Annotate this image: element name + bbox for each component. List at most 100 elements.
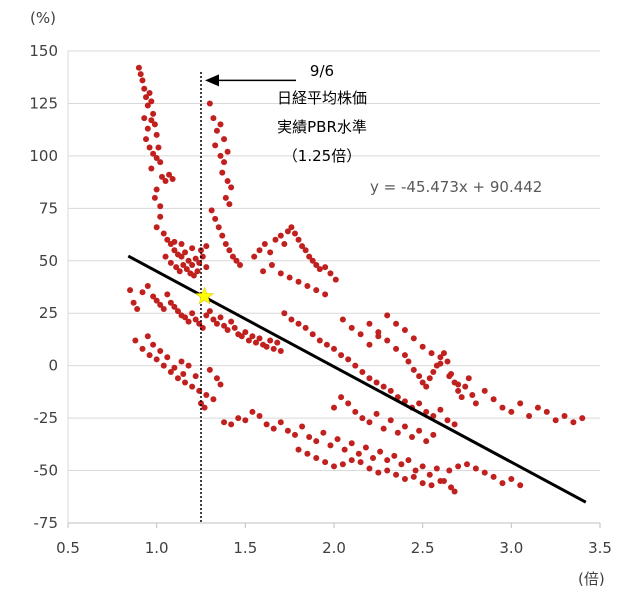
highlight-star [195, 286, 214, 305]
data-point [182, 379, 189, 386]
data-point [341, 446, 348, 453]
data-point [410, 366, 417, 373]
data-point [295, 236, 302, 243]
x-tick-label: 3.0 [499, 539, 523, 557]
data-point [430, 431, 437, 438]
data-point [139, 289, 146, 296]
data-point [162, 253, 169, 260]
data-point [499, 404, 506, 411]
data-point [331, 463, 337, 470]
data-point [180, 371, 187, 378]
y-tick-label: 75 [39, 199, 58, 217]
data-point [153, 224, 160, 231]
data-point [185, 362, 192, 369]
data-point [458, 394, 465, 401]
data-point [357, 331, 364, 338]
data-point [430, 413, 437, 420]
data-point [178, 253, 185, 260]
data-point [366, 419, 373, 426]
data-point [552, 417, 559, 424]
data-point [451, 421, 458, 428]
data-point [221, 159, 228, 166]
data-point [162, 178, 169, 185]
data-point [224, 148, 231, 155]
data-point [423, 408, 430, 415]
data-point [295, 320, 302, 327]
data-point [256, 247, 263, 254]
data-point [299, 243, 306, 250]
data-point [135, 64, 142, 71]
data-point [176, 268, 183, 275]
annotation-arrow-head [205, 74, 219, 87]
data-point [206, 308, 213, 315]
data-point [373, 379, 380, 386]
data-point [141, 85, 148, 92]
data-point [167, 259, 174, 266]
data-point [393, 471, 400, 478]
data-point [291, 230, 298, 237]
data-point [423, 383, 430, 390]
data-point [499, 480, 506, 487]
data-point [455, 381, 462, 388]
data-point [334, 436, 341, 443]
data-point [171, 247, 178, 254]
data-point [322, 459, 329, 466]
data-point [144, 333, 151, 340]
data-point [249, 333, 256, 340]
x-tick-label: 3.5 [588, 539, 612, 557]
data-point [366, 465, 373, 472]
data-point [178, 240, 185, 247]
data-point [331, 404, 337, 411]
data-point [157, 301, 164, 308]
data-point [444, 358, 451, 365]
data-point [359, 368, 366, 375]
data-point [366, 320, 373, 327]
data-point [277, 270, 284, 277]
data-point [160, 230, 167, 237]
data-point [164, 354, 171, 361]
data-point [570, 419, 577, 426]
data-point [437, 354, 444, 361]
data-point [384, 457, 391, 464]
data-point [387, 417, 394, 424]
data-point [393, 345, 400, 352]
y-tick-label: -50 [34, 462, 59, 480]
data-point [228, 421, 235, 428]
data-point [302, 324, 309, 331]
data-point [212, 215, 219, 222]
data-point [203, 243, 210, 250]
data-point [277, 419, 284, 426]
data-point [189, 261, 196, 268]
data-point [144, 102, 151, 109]
data-point [229, 253, 236, 260]
data-point [221, 419, 228, 426]
data-point [185, 318, 192, 325]
data-point [226, 247, 233, 254]
data-point [134, 306, 141, 313]
data-point [144, 282, 151, 289]
data-point [440, 350, 447, 357]
data-point [288, 316, 295, 323]
data-point [517, 400, 524, 407]
data-point [183, 266, 190, 273]
data-point [419, 379, 426, 386]
y-tick-label: -75 [34, 514, 59, 532]
data-point [366, 341, 373, 348]
data-point [416, 400, 423, 407]
data-point [270, 425, 277, 432]
data-point [284, 427, 291, 434]
data-point [313, 438, 320, 445]
y-unit-label: (%) [30, 9, 56, 27]
data-point [249, 408, 256, 415]
data-point [169, 175, 176, 182]
data-point [327, 442, 334, 449]
data-point [139, 77, 146, 84]
data-point [419, 480, 426, 487]
data-point [448, 484, 455, 491]
data-point [174, 308, 181, 315]
data-point [153, 356, 160, 363]
axes: 150 125 100 75 50 25 0 -25 -50 -75 0.5 1.0 1.5 2.0 2.5… [29, 42, 612, 557]
data-point [245, 337, 252, 344]
data-point [517, 482, 524, 489]
data-point [446, 467, 453, 474]
